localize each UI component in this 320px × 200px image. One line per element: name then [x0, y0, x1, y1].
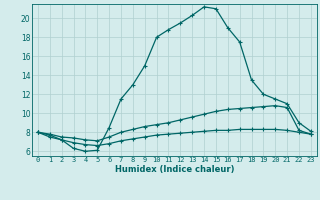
- X-axis label: Humidex (Indice chaleur): Humidex (Indice chaleur): [115, 165, 234, 174]
